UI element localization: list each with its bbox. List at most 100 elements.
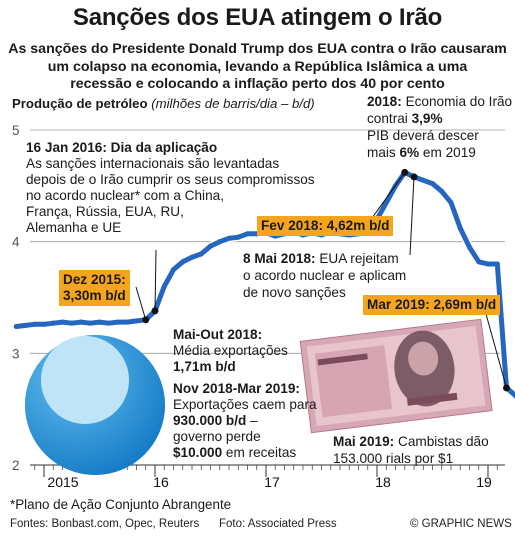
x-tick-17: 17 (264, 474, 280, 490)
economy-line-3: PIB deverá descer (367, 128, 479, 143)
data-point-2018-02 (383, 200, 389, 206)
pointer-may-2018-dot (410, 173, 418, 181)
economy-year: 2018: (367, 94, 402, 109)
economy-contraction: 3,9% (411, 111, 443, 126)
portrait-face-icon (408, 341, 439, 376)
data-point-2018-08 (439, 188, 445, 194)
exports-2-line-1: Exportações caem para (173, 397, 317, 412)
subtitle-line-2: um colapso na economia, levando a Repúbl… (47, 58, 468, 75)
data-point-2015-04 (69, 320, 75, 326)
data-point-2018-07 (430, 181, 435, 187)
data-point-2016-02 (161, 283, 167, 289)
exports-1-line: Média exportações (173, 343, 288, 358)
exports-nov-mar-circle (41, 336, 129, 424)
data-point-2018-06 (420, 177, 426, 183)
data-point-2015-02 (50, 320, 56, 326)
may-2018-date: 8 Mai 2018: (243, 251, 316, 266)
annotation-may-2019: Mai 2019: Cambistas dão 153.000 rials po… (333, 433, 489, 467)
data-point-2015-09 (115, 319, 121, 325)
economy-line-5: em 2019 (422, 145, 476, 160)
annotation-2016-line-1: As sanções internacionais são levantadas (26, 156, 280, 171)
data-point-2016-04 (180, 259, 186, 265)
data-point-2019-02 (494, 261, 500, 267)
callout-dec-2015-value: 3,30m b/d (63, 288, 126, 303)
data-point-2018-11 (467, 244, 472, 250)
banknote-image (299, 318, 493, 434)
annotation-2016-line-3: no acordo nuclear* com a China, (26, 188, 224, 203)
page-title: Sanções dos EUA atingem o Irão (72, 4, 443, 31)
data-point-2018-09 (448, 200, 454, 206)
annotation-may-2018: 8 Mai 2018: EUA rejeitam o acordo nuclea… (243, 250, 406, 301)
data-point-2015-10 (124, 319, 130, 325)
pointer-implementation-day-dot (151, 307, 159, 315)
y-tick-3: 3 (12, 346, 20, 361)
data-point-2016-11 (245, 231, 250, 237)
exports-2-line-4: em receitas (225, 445, 297, 460)
exports-2-value: 930.000 b/d (173, 413, 247, 428)
may-2019-line-1: Cambistas dão (398, 434, 489, 449)
data-point-2014-11 (23, 322, 28, 328)
y-tick-4: 4 (12, 235, 20, 250)
data-point-2015-08 (106, 320, 112, 326)
pointer-mar-2019-line (485, 313, 507, 389)
sources: Fontes: Bonbast.com, Opec, Reuters (10, 518, 200, 530)
economy-line-4: mais (367, 145, 396, 160)
annotation-exports-may-oct-2018: Mai-Out 2018: Média exportações 1,71m b/… (173, 327, 288, 375)
export-volume-circles (25, 335, 165, 475)
economy-gdp-fall: 6% (399, 145, 420, 160)
pointer-mar-2019-dot (503, 384, 510, 392)
footnote: *Plano de Ação Conjunto Abrangente (10, 497, 232, 512)
banknote-serial (406, 392, 458, 406)
may-2018-line-2: o acordo nuclear e aplicam (243, 268, 407, 283)
pointer-dec-2015-line (135, 286, 147, 320)
x-tick-19: 19 (476, 474, 492, 490)
data-point-2014-12 (32, 321, 38, 327)
data-point-2016-07 (208, 243, 213, 249)
data-point-2014-10 (13, 324, 19, 330)
y-tick-5: 5 (12, 123, 20, 138)
banknote (299, 318, 493, 434)
x-tick-18: 18 (375, 474, 391, 490)
data-point-2015-11 (134, 318, 139, 324)
may-2019-line-2: 153.000 rials por $1 (333, 451, 454, 466)
exports-2-line-2: – (250, 413, 258, 428)
may-2018-line-3: de novo sanções (243, 285, 346, 300)
annotation-2016-line-5: Alemanha e UE (26, 220, 122, 235)
economy-line-1: Economia do Irão (405, 94, 513, 109)
data-point-2019-01 (485, 261, 491, 267)
data-point-2016-09 (226, 235, 232, 241)
callout-mar-2019: Mar 2019: 2,69m b/d (363, 295, 501, 315)
exports-1-value: 1,71m b/d (173, 359, 236, 374)
data-point-2015-07 (97, 319, 102, 325)
pointer-implementation-day-line (154, 249, 157, 311)
data-point-2015-01 (41, 321, 47, 327)
callout-dec-2015-date: Dez 2015: (63, 272, 126, 287)
exports-2-line-3: governo perde (173, 429, 261, 444)
annotation-2016-line-4: França, Rússia, EUA, RU, (26, 204, 184, 219)
subtitle: As sanções do Presidente Donald Trump do… (6, 41, 509, 94)
pointer-peak-2018-dot (401, 168, 409, 176)
data-point-2016-06 (198, 251, 204, 257)
y-tick-labels: 2 3 4 5 (12, 123, 20, 473)
data-point-2018-10 (457, 225, 463, 231)
banknote-script (317, 353, 368, 366)
data-point-2016-03 (171, 267, 176, 273)
data-point-2018-12 (476, 259, 482, 265)
annotation-pointers (135, 168, 510, 392)
subtitle-line-3: recessão e colocando a inflação perto do… (70, 76, 445, 92)
annotation-2016-head: 16 Jan 2016: Dia da aplicação (26, 140, 218, 155)
pointer-may-2018-line (409, 176, 415, 256)
subtitle-line-1: As sanções do Presidente Donald Trump do… (8, 41, 507, 57)
annotation-economy-2018: 2018: Economia do Irão contrai 3,9% PIB … (367, 93, 512, 161)
y-axis-label-unit: (milhões de barris/dia – b/d) (151, 96, 315, 111)
data-point-2015-05 (78, 319, 84, 325)
annotation-exports-nov-mar: Nov 2018-Mar 2019: Exportações caem para… (173, 381, 317, 461)
data-point-2016-10 (235, 234, 241, 240)
data-point-2016-05 (189, 254, 195, 260)
data-point-2015-03 (60, 319, 65, 325)
data-point-2016-08 (217, 239, 223, 245)
y-tick-2: 2 (12, 458, 20, 473)
x-tick-16: 16 (153, 474, 169, 490)
